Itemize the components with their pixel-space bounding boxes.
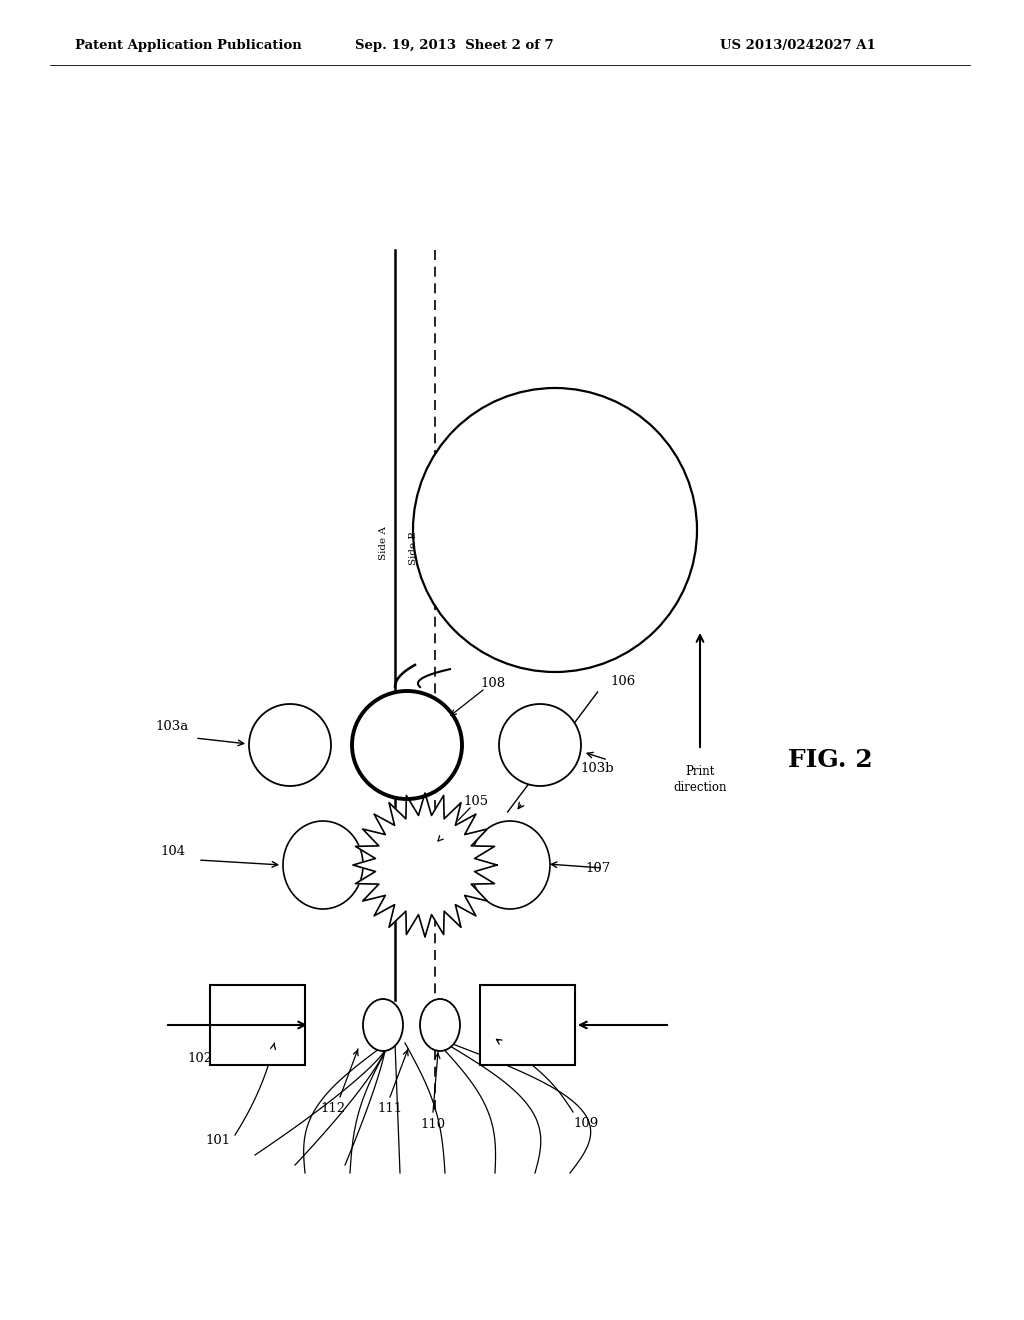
Ellipse shape xyxy=(362,999,403,1051)
Bar xyxy=(210,985,305,1065)
Text: 112: 112 xyxy=(319,1102,345,1115)
Ellipse shape xyxy=(499,704,581,785)
Text: US 2013/0242027 A1: US 2013/0242027 A1 xyxy=(720,38,876,51)
Circle shape xyxy=(413,388,697,672)
Text: 101: 101 xyxy=(205,1134,230,1147)
Text: Side B: Side B xyxy=(409,531,418,565)
Text: Print
direction: Print direction xyxy=(673,766,727,795)
Bar xyxy=(480,985,575,1065)
Text: 106: 106 xyxy=(610,675,635,688)
Text: 108: 108 xyxy=(480,677,505,690)
Text: Patent Application Publication: Patent Application Publication xyxy=(75,38,302,51)
Text: FIG. 2: FIG. 2 xyxy=(787,748,872,772)
Ellipse shape xyxy=(352,690,462,799)
Text: 103b: 103b xyxy=(580,762,613,775)
Polygon shape xyxy=(353,793,497,937)
Text: 105: 105 xyxy=(463,795,488,808)
Text: 111: 111 xyxy=(377,1102,402,1115)
Text: 104: 104 xyxy=(160,845,185,858)
Text: 102: 102 xyxy=(187,1052,212,1065)
Ellipse shape xyxy=(283,821,362,909)
Ellipse shape xyxy=(249,704,331,785)
Text: 107: 107 xyxy=(585,862,610,875)
Text: 103a: 103a xyxy=(155,719,188,733)
Ellipse shape xyxy=(470,821,550,909)
Ellipse shape xyxy=(420,999,460,1051)
Text: Side A: Side A xyxy=(379,527,387,560)
Text: 109: 109 xyxy=(573,1117,598,1130)
Text: Sep. 19, 2013  Sheet 2 of 7: Sep. 19, 2013 Sheet 2 of 7 xyxy=(355,38,554,51)
Text: 110: 110 xyxy=(420,1118,445,1131)
